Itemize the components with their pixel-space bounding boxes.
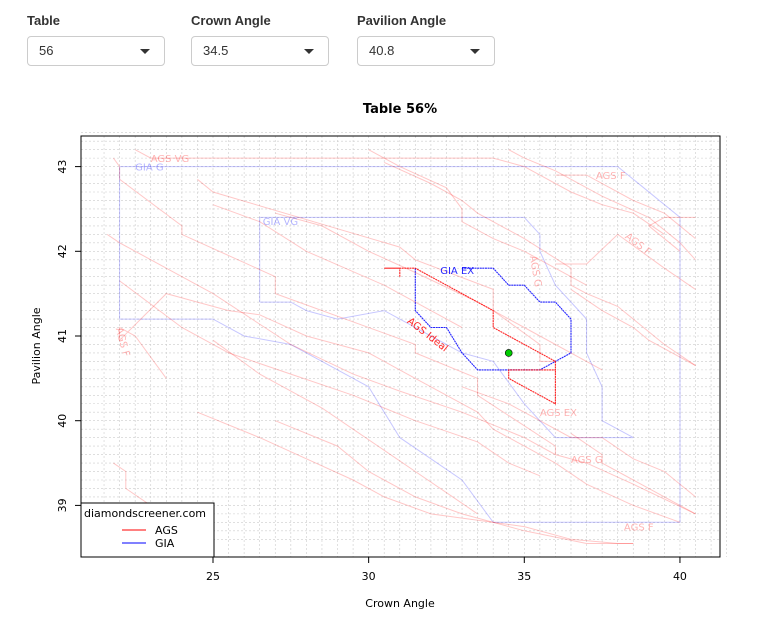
chart-title: Table 56% <box>363 102 437 117</box>
crown-angle-select[interactable]: 34.5 <box>191 36 329 66</box>
legend: diamondscreener.com AGS GIA <box>80 502 215 558</box>
pavilion-angle-control: Pavilion Angle 40.8 <box>357 12 495 66</box>
series-line <box>212 204 463 328</box>
series-line <box>383 161 696 367</box>
series-label: AGS F <box>596 171 626 182</box>
series-line <box>508 149 696 261</box>
x-axis-label: Crown Angle <box>365 597 435 610</box>
series-label: AGS G <box>571 455 603 466</box>
series-line <box>119 280 541 477</box>
series-line <box>570 288 696 367</box>
series-label: GIA EX <box>440 266 474 277</box>
selected-diamond-point <box>504 349 513 357</box>
series-line <box>112 157 556 455</box>
caret-down-icon <box>140 49 150 54</box>
y-tick-label: 42 <box>56 244 69 258</box>
series-line <box>275 212 603 371</box>
table-select[interactable]: 56 <box>27 36 165 66</box>
x-tick-label: 40 <box>673 570 687 583</box>
series-line <box>555 174 696 239</box>
series-line <box>384 267 556 405</box>
crown-angle-select-value: 34.5 <box>203 43 229 58</box>
legend-ags-label: AGS <box>155 524 178 537</box>
y-axis-label: Pavilion Angle <box>30 307 43 384</box>
legend-gia-label: GIA <box>155 537 175 550</box>
series-lines <box>106 149 696 544</box>
table-control: Table 56 <box>27 12 165 66</box>
pavilion-angle-select-value: 40.8 <box>369 43 395 58</box>
series-line <box>197 411 634 544</box>
legend-title: diamondscreener.com <box>84 507 206 520</box>
y-tick-label: 43 <box>56 160 69 174</box>
axes: 25 30 35 40 39 40 41 42 43 <box>56 160 687 583</box>
series-label: AGS F <box>624 523 654 534</box>
series-line <box>461 386 696 498</box>
series-line <box>134 149 665 235</box>
legend-box <box>80 502 215 558</box>
series-line <box>368 149 587 286</box>
series-line <box>119 166 681 523</box>
series-label: AGS VG <box>151 154 190 165</box>
crown-angle-label: Crown Angle <box>191 13 271 28</box>
table-label: Table <box>27 13 60 28</box>
caret-down-icon <box>304 49 314 54</box>
series-line <box>275 420 634 544</box>
pavilion-angle-select[interactable]: 40.8 <box>357 36 495 66</box>
series-line <box>106 233 696 515</box>
x-tick-label: 30 <box>362 570 376 583</box>
series-label: GIA VG <box>263 217 298 228</box>
series-line <box>647 216 696 252</box>
y-tick-label: 40 <box>56 414 69 428</box>
x-tick-label: 25 <box>206 570 220 583</box>
plot-frame <box>80 135 721 558</box>
series-label: AGS G <box>527 255 543 288</box>
series-label: GIA G <box>135 163 163 174</box>
series-label: AGS Ideal <box>405 316 450 354</box>
y-tick-label: 41 <box>56 329 69 343</box>
series-line <box>212 339 478 515</box>
series-line <box>414 267 572 371</box>
series-line <box>259 216 634 439</box>
series-line <box>555 233 696 290</box>
caret-down-icon <box>470 49 480 54</box>
grid-lines <box>81 132 727 557</box>
pavilion-angle-label: Pavilion Angle <box>357 13 447 28</box>
series-label: AGS EX <box>540 408 577 419</box>
table-select-value: 56 <box>39 43 54 58</box>
x-tick-label: 35 <box>517 570 531 583</box>
y-tick-label: 39 <box>56 498 69 512</box>
series-line <box>197 178 556 362</box>
series-line <box>570 432 696 515</box>
crown-angle-control: Crown Angle 34.5 <box>191 12 329 66</box>
series-line <box>119 293 681 523</box>
